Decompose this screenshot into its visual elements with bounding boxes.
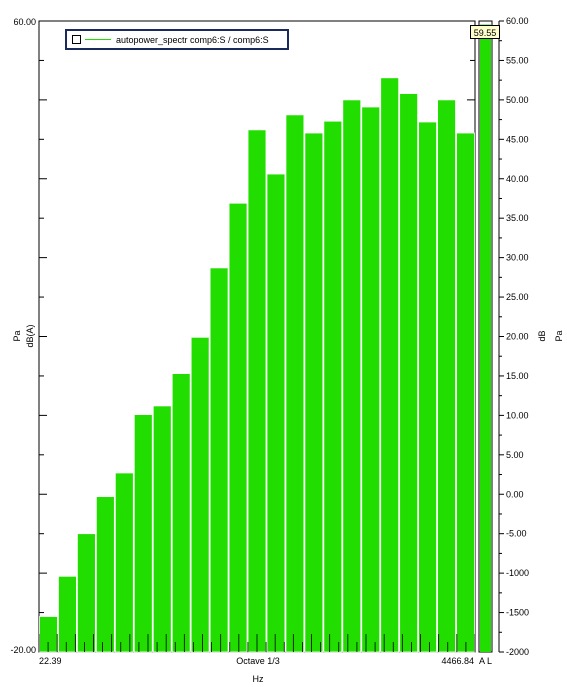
left-axis-top-label: 60.00 [13, 17, 36, 27]
bar [418, 121, 437, 653]
bar [190, 336, 210, 653]
right-axis-tick-label: 20.00 [506, 332, 529, 342]
left-axis-bottom-label: -20.00 [10, 645, 36, 655]
bar [266, 173, 286, 653]
bar [342, 99, 362, 653]
left-axis-unit-pa: Pa [12, 330, 22, 341]
legend-checkbox[interactable] [72, 35, 81, 44]
bar [228, 202, 248, 653]
bar [437, 99, 456, 653]
right-axis-tick-label: 50.00 [506, 95, 529, 105]
right-axis-tick-label: 40.00 [506, 174, 529, 184]
x-axis-start-label: 22.39 [39, 656, 62, 666]
right-axis-tick-label: 60.00 [506, 16, 529, 26]
right-axis-tick-label: 25.00 [506, 292, 529, 302]
level-meter-labels: A L [479, 656, 492, 666]
bar [247, 129, 267, 653]
right-axis-tick-label: 55.00 [506, 55, 529, 65]
right-axis-tick-label: 45.00 [506, 134, 529, 144]
level-meter-fill [480, 24, 491, 652]
right-axis-tick-label: 0.00 [506, 489, 524, 499]
right-axis-unit-pa: Pa [554, 330, 564, 341]
bar [58, 575, 77, 653]
right-axis-tick-label: 35.00 [506, 213, 529, 223]
chart-legend[interactable]: autopower_spectr comp6:S / comp6:S [65, 29, 289, 50]
bar [304, 132, 324, 653]
x-axis-title: Hz [253, 674, 264, 684]
legend-series-label: autopower_spectr comp6:S / comp6:S [116, 34, 269, 45]
legend-series-swatch [85, 39, 111, 40]
bar [114, 472, 134, 653]
bar [77, 533, 96, 653]
x-axis-end-label: 4466.84 [441, 656, 474, 666]
bar [95, 496, 115, 653]
bar [152, 405, 172, 653]
right-axis-unit-db: dB [537, 330, 547, 341]
right-axis-tick-label: -5.00 [506, 529, 527, 539]
bar [285, 114, 305, 653]
right-axis-tick-label: 30.00 [506, 253, 529, 263]
bar [380, 77, 400, 653]
right-axis-tick-label: 5.00 [506, 450, 524, 460]
right-axis-tick-label: 10.00 [506, 410, 529, 420]
right-axis-tick-label: 15.00 [506, 371, 529, 381]
bar [133, 414, 153, 653]
bar [323, 120, 343, 653]
right-axis-tick-label: -2000 [506, 647, 529, 657]
cursor-value-badge: 59.55 [470, 25, 500, 39]
bar [361, 106, 381, 653]
bar [399, 93, 419, 653]
bar [209, 267, 229, 653]
bar [171, 373, 191, 653]
right-axis-tick-label: -1500 [506, 608, 529, 618]
right-axis-tick-label: -1000 [506, 568, 529, 578]
x-axis-center-label: Octave 1/3 [236, 656, 280, 666]
bar [456, 132, 475, 653]
left-axis-unit-dba: dB(A) [25, 324, 35, 347]
